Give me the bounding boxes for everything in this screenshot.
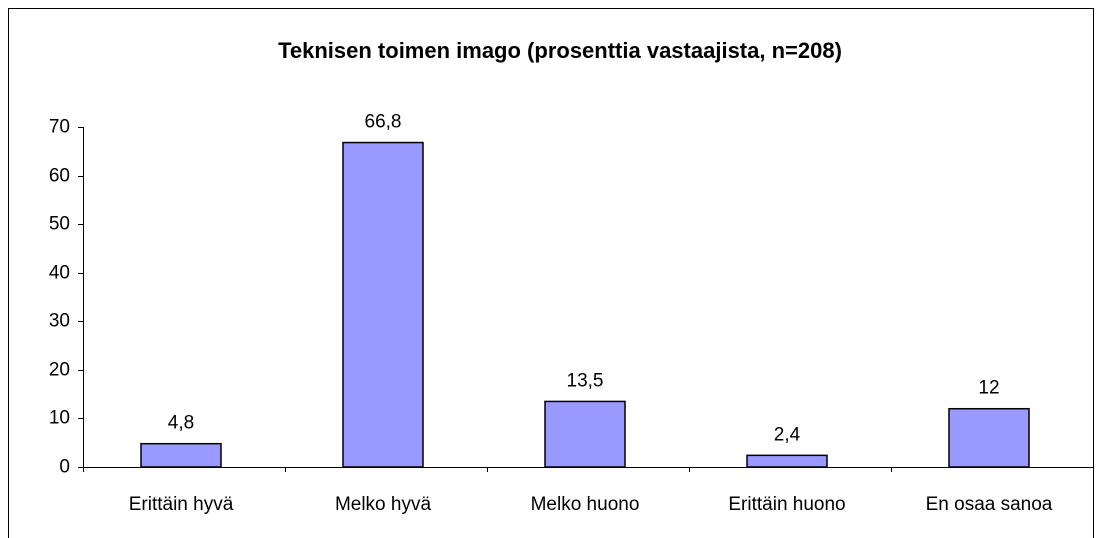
chart-title: Teknisen toimen imago (prosenttia vastaa… <box>278 38 842 63</box>
bar <box>342 141 424 468</box>
bar <box>746 454 828 468</box>
y-tick-label: 60 <box>49 166 70 187</box>
bar <box>948 407 1030 468</box>
x-tick-label: Erittäin hyvä <box>129 494 234 515</box>
x-tick-label: Melko hyvä <box>335 494 432 515</box>
data-label: 12 <box>978 378 999 399</box>
data-label: 13,5 <box>567 370 604 391</box>
data-label: 2,4 <box>774 424 801 445</box>
y-tick-label: 20 <box>49 360 70 381</box>
y-tick-label: 10 <box>49 408 70 429</box>
data-label: 66,8 <box>365 112 402 133</box>
y-tick-label: 50 <box>49 214 70 235</box>
y-tick-label: 70 <box>49 117 70 138</box>
chart-frame <box>8 8 1094 538</box>
x-tick-label: Erittäin huono <box>728 494 845 515</box>
data-label: 4,8 <box>168 413 194 434</box>
x-tick-label: En osaa sanoa <box>926 494 1053 515</box>
x-tick-label: Melko huono <box>531 494 640 515</box>
y-tick-label: 0 <box>59 457 70 478</box>
bar <box>140 442 222 468</box>
bar <box>544 400 626 468</box>
y-tick-label: 40 <box>49 263 70 284</box>
y-tick-label: 30 <box>49 311 70 332</box>
